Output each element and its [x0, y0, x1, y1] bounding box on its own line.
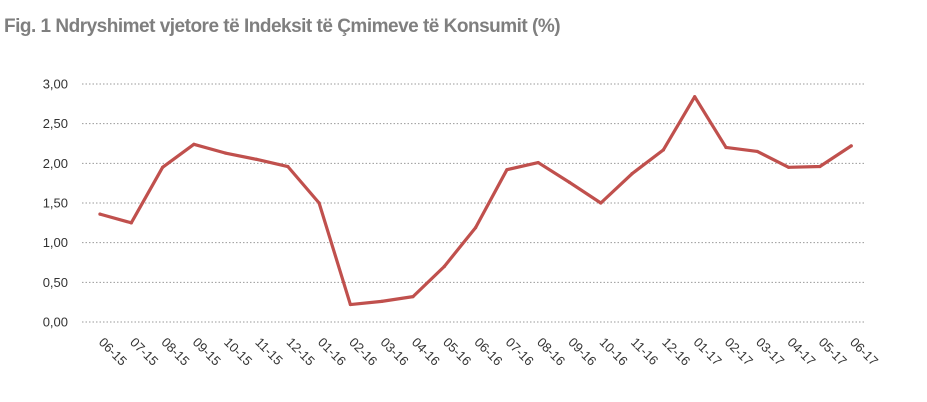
data-point	[724, 145, 728, 150]
data-point	[98, 212, 102, 216]
gridlines	[82, 83, 866, 323]
data-point	[286, 164, 290, 169]
x-tick-label: 03-16	[378, 335, 412, 369]
x-tick-label: 09-15	[190, 335, 224, 369]
x-tick-label: 09-16	[565, 335, 599, 369]
y-tick-label: 3,00	[43, 77, 68, 92]
y-tick-label: 2,50	[43, 116, 68, 131]
data-point	[536, 160, 540, 165]
y-tick-label: 0,50	[43, 275, 68, 290]
x-tick-label: 05-17	[816, 335, 850, 369]
data-point	[693, 95, 697, 99]
data-point	[505, 168, 509, 172]
data-point	[787, 165, 791, 169]
data-point	[755, 149, 759, 154]
x-tick-label: 11-16	[628, 335, 661, 368]
data-point	[818, 164, 822, 169]
x-tick-label: 10-16	[597, 335, 631, 369]
x-tick-label: 04-16	[409, 335, 443, 369]
x-tick-label: 07-15	[127, 335, 161, 369]
y-tick-label: 0,00	[43, 315, 68, 330]
x-tick-label: 04-17	[784, 335, 818, 369]
y-tick-label: 1,50	[43, 196, 68, 211]
x-tick-label: 05-16	[440, 335, 474, 369]
x-tick-label: 08-16	[534, 335, 568, 369]
data-point	[849, 144, 853, 148]
data-point	[474, 225, 478, 230]
y-tick-label: 1,00	[43, 235, 68, 250]
x-tick-label: 01-17	[691, 335, 725, 369]
data-point	[161, 165, 165, 169]
data-point	[411, 295, 415, 299]
data-point	[567, 180, 572, 184]
data-point	[630, 172, 634, 176]
y-tick-label: 2,00	[43, 156, 68, 171]
data-point	[223, 151, 227, 155]
data-point	[380, 299, 384, 303]
data-point	[599, 201, 603, 205]
data-point	[129, 221, 133, 225]
x-tick-label: 08-15	[158, 335, 192, 369]
data-point	[348, 302, 352, 307]
x-tick-label: 12-16	[659, 335, 693, 369]
series-line	[98, 95, 853, 307]
x-tick-label: 06-15	[96, 335, 130, 369]
data-point	[661, 148, 666, 152]
x-tick-label: 02-17	[722, 335, 756, 369]
y-axis-ticks: 0,00 0,50 1,00 1,50 2,00 2,50 3,00	[43, 77, 68, 330]
x-tick-label: 06-17	[847, 335, 881, 369]
x-tick-label: 12-15	[284, 335, 318, 369]
chart-title: Fig. 1 Ndryshimet vjetore të Indeksit të…	[4, 16, 561, 37]
series-layer	[98, 95, 853, 307]
x-tick-label: 03-17	[753, 335, 787, 369]
data-point	[442, 264, 446, 269]
x-tick-label: 10-15	[221, 335, 255, 369]
x-tick-label: 06-16	[471, 335, 505, 369]
data-point	[317, 201, 321, 205]
x-axis-ticks: 06-1507-1508-1509-1510-1511-1512-1501-16…	[96, 335, 881, 369]
data-point	[192, 142, 196, 146]
x-tick-label: 02-16	[346, 335, 380, 369]
x-tick-label: 11-15	[252, 335, 285, 368]
x-tick-label: 01-16	[315, 335, 349, 369]
x-tick-label: 07-16	[503, 335, 537, 369]
data-point	[254, 157, 259, 161]
